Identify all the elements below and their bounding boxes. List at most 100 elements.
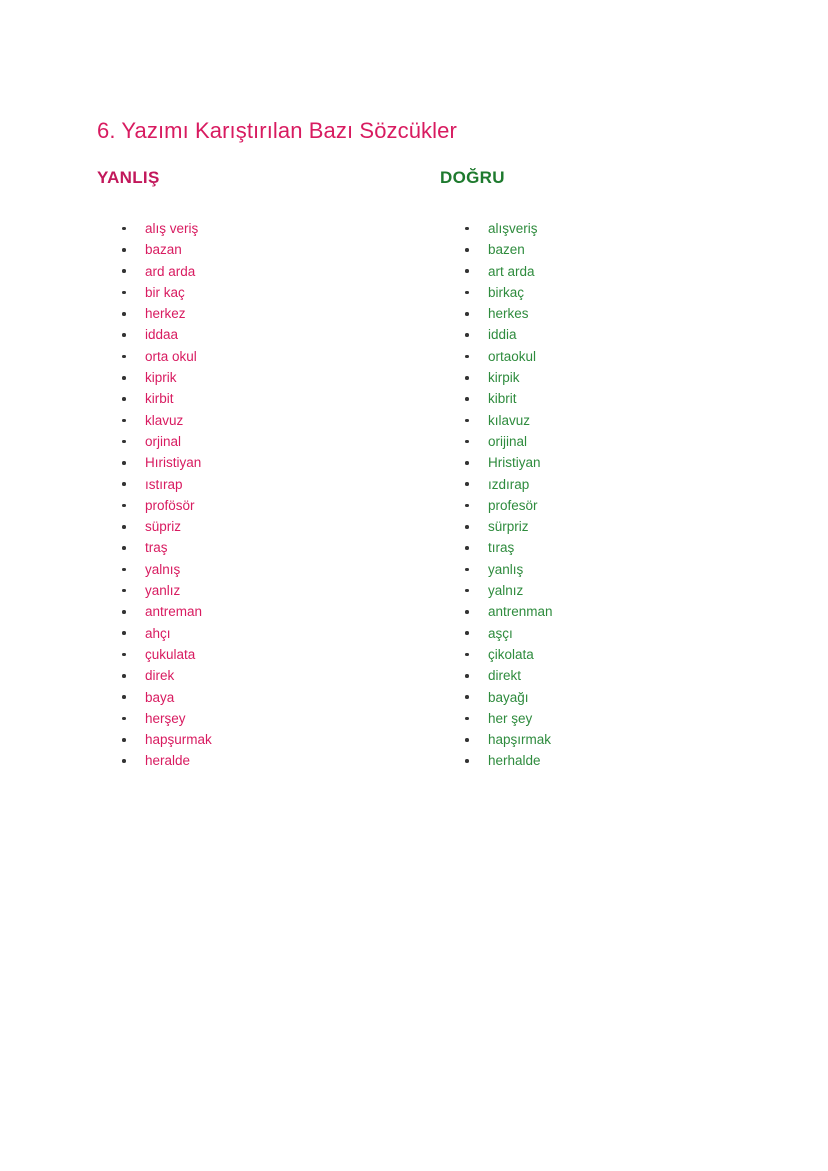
bullet-icon: [122, 546, 126, 550]
list-item: baya: [97, 687, 212, 708]
bullet-icon: [465, 503, 469, 508]
word-label: antrenman: [488, 604, 553, 620]
word-label: yanlış: [488, 561, 524, 577]
word-label: her şey: [488, 710, 533, 726]
word-label: ıstırap: [145, 476, 183, 492]
list-item: direk: [97, 665, 212, 686]
bullet-icon: [465, 525, 469, 529]
bullet-icon: [122, 248, 126, 252]
bullet-icon: [465, 312, 469, 316]
list-item: ızdırap: [440, 474, 553, 495]
bullet-icon: [122, 503, 126, 508]
bullet-icon: [122, 312, 126, 316]
word-label: bazen: [488, 242, 525, 258]
bullet-icon: [465, 631, 469, 636]
word-label: kirpik: [488, 370, 520, 386]
bullet-icon: [122, 333, 126, 337]
bullet-icon: [465, 354, 469, 359]
word-label: direkt: [488, 668, 522, 684]
word-label: herhalde: [488, 753, 541, 769]
list-item: kirbit: [97, 388, 212, 409]
bullet-icon: [465, 759, 469, 763]
bullet-icon: [465, 482, 469, 486]
word-label: ard arda: [145, 263, 196, 279]
word-label: klavuz: [145, 412, 184, 428]
word-list-right: alışveriş bazen art arda birkaç herkes iddia o…: [440, 218, 553, 772]
word-label: hapşırmak: [488, 732, 552, 748]
bullet-icon: [122, 525, 126, 529]
word-label: birkaç: [488, 284, 525, 300]
word-label: ortaokul: [488, 348, 537, 364]
list-item: iddia: [440, 324, 553, 345]
list-item: ahçı: [97, 623, 212, 644]
word-label: hapşurmak: [145, 732, 212, 748]
word-label: sürpriz: [488, 519, 529, 535]
bullet-icon: [465, 567, 469, 572]
bullet-icon: [465, 418, 469, 423]
list-item: herkez: [97, 303, 212, 324]
list-item: orijinal: [440, 431, 553, 452]
word-label: kirbit: [145, 391, 174, 407]
list-item: kiprik: [97, 367, 212, 388]
bullet-icon: [122, 354, 126, 359]
list-item: ard arda: [97, 261, 212, 282]
list-item: profesör: [440, 495, 553, 516]
list-item: direkt: [440, 665, 553, 686]
page-title: 6. Yazımı Karıştırılan Bazı Sözcükler: [97, 117, 457, 143]
list-item: bazen: [440, 239, 553, 260]
list-item: sürpriz: [440, 516, 553, 537]
word-label: herkes: [488, 306, 529, 322]
word-label: kılavuz: [488, 412, 531, 428]
bullet-icon: [122, 737, 126, 742]
bullet-icon: [465, 652, 469, 657]
bullet-icon: [465, 695, 469, 699]
list-item: bazan: [97, 239, 212, 260]
list-item: aşçı: [440, 623, 553, 644]
list-item: süpriz: [97, 516, 212, 537]
list-item: herhalde: [440, 750, 553, 771]
bullet-icon: [465, 290, 469, 295]
word-label: orjinal: [145, 433, 182, 449]
column-header-right: DOĞRU: [440, 168, 505, 187]
bullet-icon: [465, 439, 469, 444]
word-label: yalnız: [488, 583, 524, 599]
word-label: Hristiyan: [488, 455, 541, 471]
word-label: aşçı: [488, 625, 513, 641]
list-item: ıstırap: [97, 474, 212, 495]
list-item: çukulata: [97, 644, 212, 665]
word-label: herkez: [145, 306, 186, 322]
word-label: ahçı: [145, 625, 171, 641]
list-item: ortaokul: [440, 346, 553, 367]
list-item: yanlış: [440, 559, 553, 580]
word-label: heralde: [145, 753, 191, 769]
bullet-icon: [465, 397, 469, 401]
bullet-icon: [122, 674, 126, 678]
bullet-icon: [122, 226, 126, 231]
bullet-icon: [465, 610, 469, 614]
bullet-icon: [465, 461, 469, 465]
bullet-icon: [122, 588, 126, 593]
list-item: kılavuz: [440, 410, 553, 431]
list-item: bir kaç: [97, 282, 212, 303]
bullet-icon: [122, 397, 126, 401]
bullet-icon: [465, 546, 469, 550]
list-item: tıraş: [440, 537, 553, 558]
list-item: heralde: [97, 750, 212, 771]
bullet-icon: [465, 737, 469, 742]
bullet-icon: [122, 375, 126, 380]
list-item: orjinal: [97, 431, 212, 452]
list-item: iddaa: [97, 324, 212, 345]
list-item: orta okul: [97, 346, 212, 367]
list-item: klavuz: [97, 410, 212, 431]
word-label: tıraş: [488, 540, 515, 556]
list-item: profösör: [97, 495, 212, 516]
list-item: yalnış: [97, 559, 212, 580]
bullet-icon: [122, 652, 126, 657]
bullet-icon: [122, 716, 126, 721]
column-header-wrong: YANLIŞ: [97, 168, 160, 187]
bullet-icon: [465, 226, 469, 231]
bullet-icon: [122, 695, 126, 699]
bullet-icon: [465, 716, 469, 721]
word-label: orta okul: [145, 348, 197, 364]
